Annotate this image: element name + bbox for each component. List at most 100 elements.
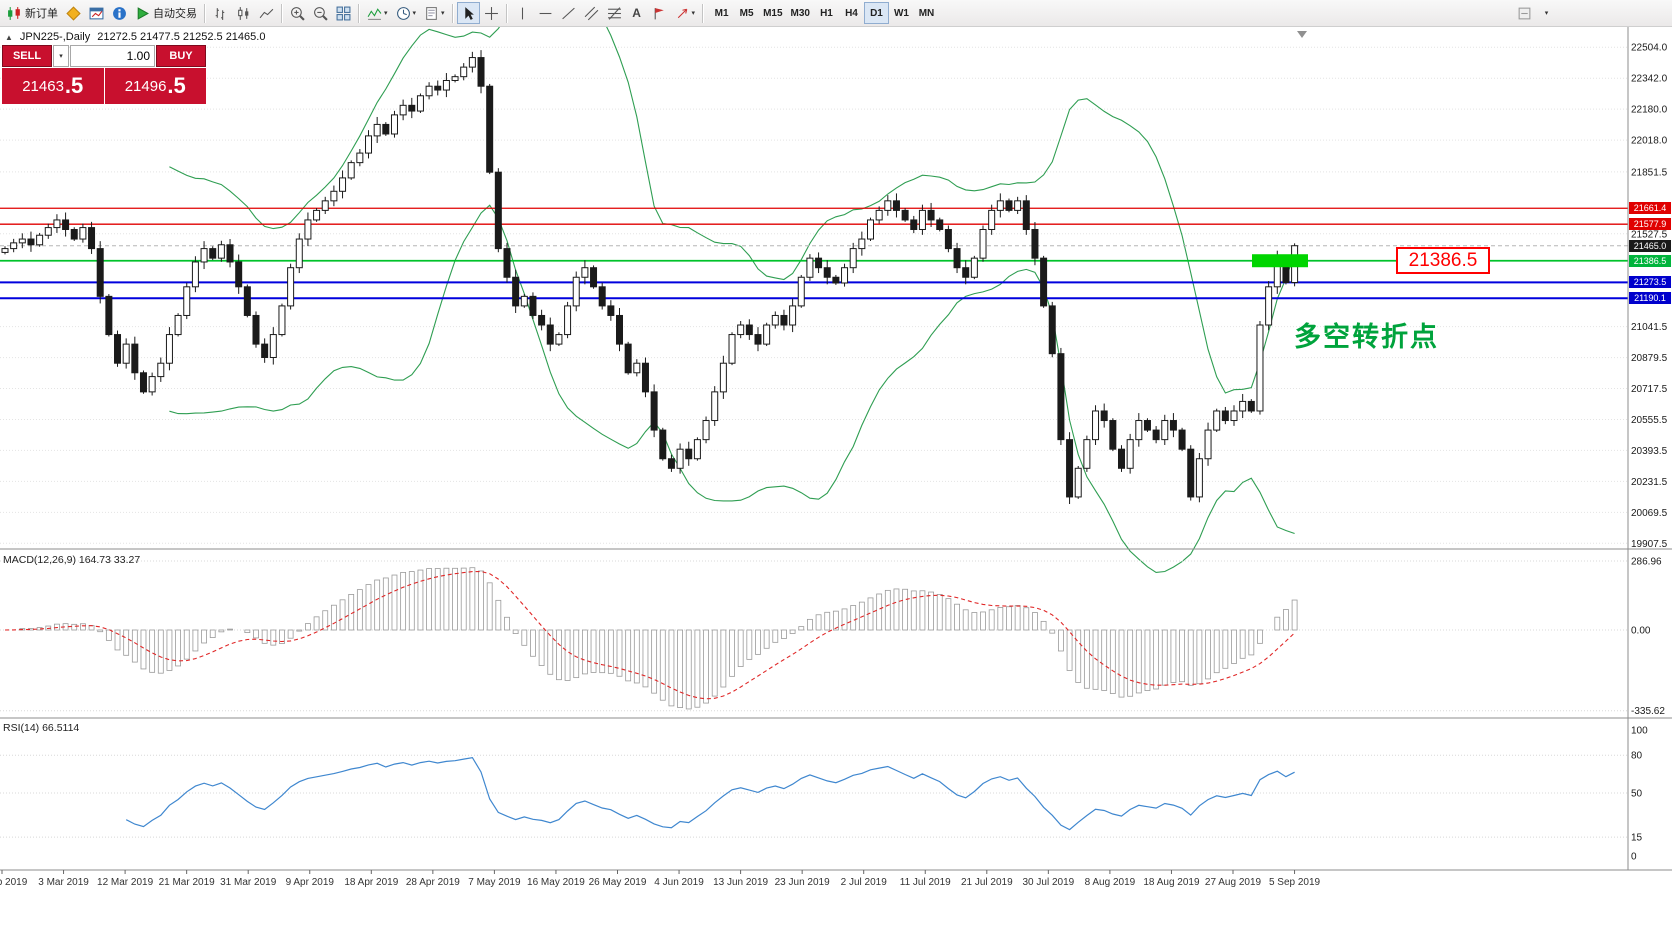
- time-axis-label: 9 Apr 2019: [286, 877, 335, 888]
- toolbar-extra-button-1[interactable]: [1513, 2, 1536, 24]
- crosshair-icon: [484, 6, 498, 20]
- market-button[interactable]: [62, 2, 85, 24]
- sell-price-fraction: .5: [64, 73, 84, 98]
- templates-icon: [426, 6, 437, 20]
- equidistant-channel-tool-button[interactable]: [580, 2, 603, 24]
- toolbar-extra-button-2[interactable]: ▾: [1536, 2, 1558, 24]
- crosshair-tool-button[interactable]: [480, 2, 503, 24]
- timeframe-mn-button[interactable]: MN: [914, 2, 939, 24]
- templates-button[interactable]: ▾: [420, 2, 449, 24]
- new-chart-icon: [89, 7, 104, 19]
- macd-histogram: [19, 567, 1298, 710]
- toolbar-separator: [505, 3, 508, 23]
- timeframe-m5-button[interactable]: M5: [734, 2, 759, 24]
- autotrading-label: 自动交易: [153, 8, 197, 20]
- timeframe-d1-button[interactable]: D1: [863, 2, 889, 24]
- volume-input[interactable]: [70, 45, 155, 67]
- zoom-out-icon: [314, 6, 328, 21]
- arrows-tool-button[interactable]: ▾: [671, 2, 700, 24]
- price-badge-21661.4: 21661.4: [1629, 202, 1671, 215]
- chart-annotation-text[interactable]: 多空转折点: [1294, 322, 1439, 352]
- chevron-down-icon[interactable]: ▾: [691, 10, 696, 17]
- bar-chart-type-icon: [215, 7, 225, 20]
- svg-text:20717.5: 20717.5: [1631, 384, 1668, 395]
- price-badge-21190.1: 21190.1: [1629, 292, 1671, 305]
- line-chart-type-button[interactable]: [255, 2, 278, 24]
- buy-price: 21496: [124, 77, 167, 95]
- svg-text:50: 50: [1631, 789, 1643, 800]
- time-axis-label: 3 Mar 2019: [38, 877, 89, 888]
- svg-text:22180.0: 22180.0: [1631, 105, 1668, 116]
- svg-text:-335.62: -335.62: [1631, 706, 1665, 717]
- new-order-button[interactable]: 新订单: [3, 2, 62, 24]
- svg-text:15: 15: [1631, 833, 1643, 844]
- autotrading-button[interactable]: 自动交易: [131, 2, 201, 24]
- chevron-down-icon: ▾: [1544, 10, 1549, 17]
- toolbar: 新订单 自动交易: [0, 0, 1672, 27]
- fibonacci-tool-button[interactable]: [603, 2, 626, 24]
- chart-canvas[interactable]: 22504.0 22342.0 22180.0 22018.0 21851.5 21527…: [0, 27, 1672, 951]
- timeframe-m15-button[interactable]: M15: [759, 2, 786, 24]
- toolbar-separator: [451, 3, 454, 23]
- text-label-tool-button[interactable]: [648, 2, 671, 24]
- text-icon: A: [632, 6, 641, 20]
- buy-price-box[interactable]: 21496 .5: [104, 68, 206, 104]
- timeframe-m30-button[interactable]: M30: [787, 2, 814, 24]
- svg-text:21527.5: 21527.5: [1631, 229, 1668, 240]
- svg-text:20393.5: 20393.5: [1631, 446, 1668, 457]
- buy-button[interactable]: BUY: [156, 45, 206, 67]
- zoom-out-button[interactable]: [309, 2, 332, 24]
- candlestick-type-icon: [238, 6, 249, 20]
- time-axis-label: 21 Mar 2019: [159, 877, 216, 888]
- cursor-tool-button[interactable]: [456, 2, 480, 24]
- svg-text:22342.0: 22342.0: [1631, 74, 1668, 85]
- highlight-zone[interactable]: [1252, 254, 1308, 268]
- rsi-line: [125, 756, 1295, 831]
- price-callout-label[interactable]: 21386.5: [1396, 247, 1490, 274]
- horizontal-line-tool-button[interactable]: [534, 2, 557, 24]
- timeframe-w1-button[interactable]: W1: [889, 2, 914, 24]
- text-tool-button[interactable]: A: [626, 2, 648, 24]
- trendline-icon: [561, 7, 575, 19]
- chevron-down-icon[interactable]: ▾: [384, 10, 388, 17]
- periods-button[interactable]: ▾: [392, 2, 421, 24]
- equidistant-channel-icon: [584, 6, 598, 20]
- chart-shift-marker[interactable]: [1297, 31, 1307, 38]
- indicators-button[interactable]: ▾: [363, 2, 392, 24]
- svg-text:22018.0: 22018.0: [1631, 136, 1668, 147]
- time-axis-label: 18 Apr 2019: [344, 877, 398, 888]
- toolbar-separator: [281, 3, 283, 23]
- time-axis-label: 31 Mar 2019: [220, 877, 277, 888]
- bar-chart-type-button[interactable]: [209, 2, 232, 24]
- candlestick-type-button[interactable]: [232, 2, 255, 24]
- trendline-tool-button[interactable]: [557, 2, 580, 24]
- time-axis-label: 16 May 2019: [527, 877, 585, 888]
- sell-price-box[interactable]: 21463 .5: [2, 68, 104, 104]
- new-order-icon: [8, 6, 20, 20]
- new-chart-button[interactable]: [85, 2, 108, 24]
- chevron-down-icon[interactable]: ▾: [412, 10, 417, 17]
- price-badge-21465.0: 21465.0: [1629, 239, 1671, 252]
- vertical-line-tool-button[interactable]: [511, 2, 534, 24]
- tile-windows-button[interactable]: [332, 2, 355, 24]
- community-icon: [113, 6, 126, 20]
- chevron-down-icon[interactable]: ▾: [441, 10, 445, 17]
- collapse-icon[interactable]: ▲: [5, 32, 13, 42]
- zoom-in-button[interactable]: [286, 2, 309, 24]
- timeframe-h4-button[interactable]: H4: [839, 2, 864, 24]
- bollinger-lower-band: [169, 204, 1295, 573]
- timeframe-m1-button[interactable]: M1: [709, 2, 734, 24]
- time-axis-label: 30 Jul 2019: [1022, 877, 1074, 888]
- timeframe-h1-button[interactable]: H1: [814, 2, 839, 24]
- time-axis-label: 26 May 2019: [589, 877, 647, 888]
- price-badge-21386.5: 21386.5: [1629, 254, 1671, 267]
- svg-text:286.96: 286.96: [1631, 556, 1662, 567]
- volume-dropdown-button[interactable]: ▾: [53, 45, 69, 67]
- fibonacci-icon: [607, 6, 621, 20]
- sell-button[interactable]: SELL: [2, 45, 52, 67]
- time-axis-label: 18 Aug 2019: [1143, 877, 1200, 888]
- new-order-label: 新订单: [25, 8, 58, 20]
- svg-text:20231.5: 20231.5: [1631, 477, 1668, 488]
- community-button[interactable]: [108, 2, 131, 24]
